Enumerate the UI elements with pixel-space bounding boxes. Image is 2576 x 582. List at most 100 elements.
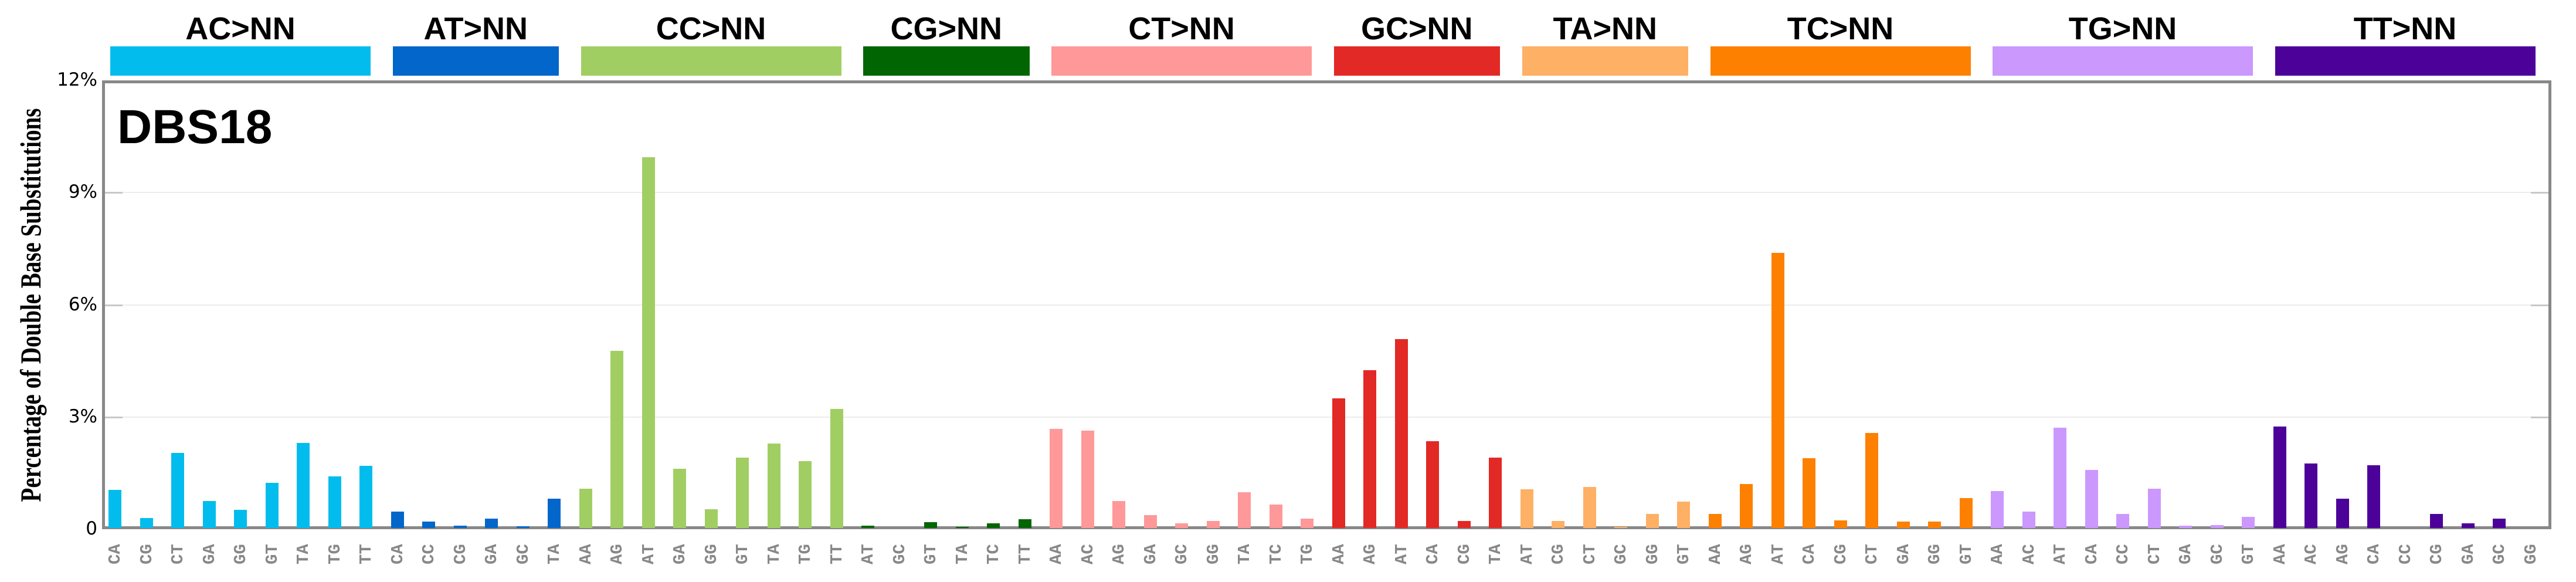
x-tick-label: GG xyxy=(231,544,250,564)
bar-tt-nn-gc xyxy=(2493,519,2506,528)
x-tick-label: TA xyxy=(1235,544,1254,564)
bar-tt-nn-aa xyxy=(2273,427,2286,528)
x-tick-label: CG xyxy=(1549,544,1568,564)
x-tick-label: AA xyxy=(1047,544,1066,564)
x-tick-label: CG xyxy=(2427,544,2446,564)
bar-ct-nn-aa xyxy=(1050,429,1063,528)
x-tick-label: TT xyxy=(1015,544,1035,564)
bar-cc-nn-ta xyxy=(767,443,780,528)
x-tick-label: AG xyxy=(1737,544,1756,564)
x-tick-label: AG xyxy=(607,544,627,564)
x-tick-label: GC xyxy=(1611,544,1631,564)
bar-tc-nn-ag xyxy=(1740,483,1753,528)
bar-cg-nn-tc xyxy=(987,523,1000,528)
header-label: TA>NN xyxy=(1553,11,1657,46)
y-tick-label: 0 xyxy=(86,518,97,539)
bar-ct-nn-ac xyxy=(1081,430,1094,528)
bar-ta-nn-gg xyxy=(1645,514,1659,528)
bar-ct-nn-ta xyxy=(1238,492,1251,528)
bar-tc-nn-gg xyxy=(1928,521,1941,528)
header-bar-ta-nn xyxy=(1522,46,1688,76)
header-bar-tg-nn xyxy=(1993,46,2253,76)
header-label: TG>NN xyxy=(2068,11,2177,46)
bar-cc-nn-tt xyxy=(830,408,843,528)
bar-at-nn-ta xyxy=(548,498,561,528)
bar-cc-nn-ga xyxy=(673,468,686,528)
bar-cg-nn-tt xyxy=(1018,519,1031,528)
x-tick-label: CC xyxy=(2395,544,2415,564)
x-tick-label: CT xyxy=(168,544,188,564)
x-tick-label: GG xyxy=(701,544,721,564)
header-bar-gc-nn xyxy=(1333,46,1500,76)
x-tick-label: AT xyxy=(1517,544,1537,564)
x-tick-label: CG xyxy=(1454,544,1474,564)
header-bar-tt-nn xyxy=(2275,46,2536,76)
bar-tc-nn-at xyxy=(1771,253,1784,528)
x-tick-label: GT xyxy=(1674,544,1693,564)
x-tick-label: GC xyxy=(513,544,533,564)
x-tick-label: GA xyxy=(2176,544,2195,564)
bar-tg-nn-at xyxy=(2054,427,2066,528)
x-tick-label: CT xyxy=(2144,544,2164,564)
y-tick-mark xyxy=(2531,416,2548,418)
header-bar-ct-nn xyxy=(1051,46,1312,76)
x-tick-label: CA xyxy=(388,544,408,564)
x-tick-label: TA xyxy=(952,544,972,564)
bar-tt-nn-ca xyxy=(2367,465,2380,528)
y-tick-mark xyxy=(2531,304,2548,306)
x-tick-label: TA xyxy=(1486,544,1505,564)
x-tick-label: CA xyxy=(2364,544,2384,564)
x-tick-label: AT xyxy=(2051,544,2070,564)
bar-cc-nn-aa xyxy=(579,489,592,528)
bar-tg-nn-ga xyxy=(2179,526,2192,528)
x-tick-label: CC xyxy=(2113,544,2133,564)
x-tick-label: TC xyxy=(1266,544,1286,564)
bar-gc-nn-ag xyxy=(1363,370,1376,528)
x-tick-label: AA xyxy=(1705,544,1725,564)
x-tick-label: AT xyxy=(858,544,878,564)
x-tick-label: CA xyxy=(106,544,125,564)
bar-gc-nn-at xyxy=(1394,339,1408,528)
bar-tc-nn-ga xyxy=(1896,521,1910,528)
x-tick-label: AG xyxy=(1360,544,1380,564)
bar-ac-nn-ca xyxy=(108,489,121,528)
bar-ct-nn-tc xyxy=(1269,504,1282,528)
x-tick-label: TG xyxy=(325,544,345,564)
x-tick-label: GC xyxy=(2207,544,2227,564)
x-tick-label: GT xyxy=(2239,544,2258,564)
x-tick-label: GG xyxy=(1203,544,1223,564)
bar-at-nn-cg xyxy=(453,526,467,528)
x-tick-label: CA xyxy=(1423,544,1443,564)
header-bar-ac-nn xyxy=(110,46,371,76)
bar-ct-nn-ag xyxy=(1112,501,1125,528)
x-tick-label: TT xyxy=(827,544,847,564)
bar-ac-nn-tg xyxy=(328,476,341,528)
x-tick-label: TA xyxy=(294,544,313,564)
x-tick-label: AA xyxy=(1988,544,2007,564)
x-tick-label: GT xyxy=(1956,544,1976,564)
header-label: AT>NN xyxy=(423,11,528,46)
bar-at-nn-cc xyxy=(422,521,435,528)
gridline xyxy=(105,304,2548,306)
x-tick-label: TT xyxy=(357,544,376,564)
bar-ta-nn-gt xyxy=(1677,502,1690,528)
bar-tg-nn-ct xyxy=(2147,489,2161,528)
bar-cc-nn-at xyxy=(642,157,655,528)
bar-tg-nn-cc xyxy=(2116,514,2129,528)
bar-tg-nn-gt xyxy=(2242,516,2255,528)
bar-ac-nn-gt xyxy=(265,482,279,528)
x-tick-label: CT xyxy=(1580,544,1600,564)
bar-ta-nn-cg xyxy=(1552,520,1564,528)
bar-tc-nn-gt xyxy=(1959,498,1973,528)
x-tick-label: TA xyxy=(545,544,564,564)
x-tick-label: CA xyxy=(1800,544,1819,564)
x-tick-label: TC xyxy=(984,544,1003,564)
bar-cc-nn-gt xyxy=(736,458,749,528)
bar-cc-nn-tg xyxy=(799,461,812,528)
header-label: TT>NN xyxy=(2353,11,2457,46)
bar-at-nn-ca xyxy=(391,511,404,528)
y-tick-label: 6% xyxy=(68,293,97,315)
bar-tg-nn-ac xyxy=(2022,511,2035,528)
bar-tc-nn-cg xyxy=(1834,520,1847,528)
bar-ct-nn-ga xyxy=(1143,515,1157,528)
